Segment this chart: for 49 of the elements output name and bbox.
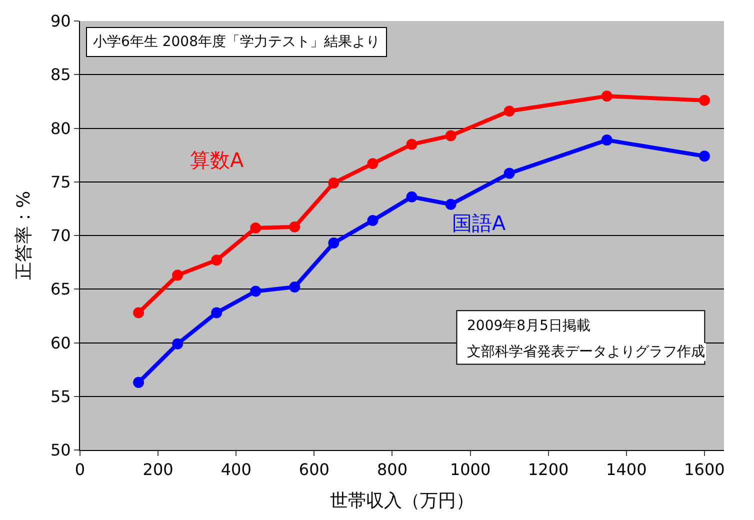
point xyxy=(504,168,515,179)
point xyxy=(328,177,340,188)
point xyxy=(698,94,710,106)
point xyxy=(445,198,456,210)
point xyxy=(211,254,222,266)
annotation: 小学6年生 2008年度「学力テスト」結果より xyxy=(93,34,380,50)
x-tick-label: 1200 xyxy=(528,460,569,480)
point xyxy=(698,150,710,162)
point xyxy=(250,222,262,234)
y-tick-label: 85 xyxy=(50,65,71,84)
point xyxy=(601,134,612,146)
y-tick-label: 55 xyxy=(50,386,71,406)
point xyxy=(250,286,262,297)
x-tick-label: 1000 xyxy=(450,460,491,480)
point xyxy=(172,338,184,350)
y-tick-label: 90 xyxy=(50,12,71,31)
x-tick-label: 1400 xyxy=(606,460,647,480)
x-axis-title: 世帯収入（万円） xyxy=(330,490,474,512)
y-tick-label: 75 xyxy=(50,172,71,192)
point xyxy=(406,138,418,150)
point xyxy=(601,90,612,102)
point xyxy=(445,130,456,142)
point xyxy=(172,270,184,281)
x-tick-label: 200 xyxy=(142,460,174,480)
point xyxy=(328,238,340,249)
point xyxy=(289,281,300,292)
text: 算数A xyxy=(190,148,244,172)
point xyxy=(289,221,300,232)
x-tick-label: 600 xyxy=(298,460,330,480)
y-tick-label: 50 xyxy=(50,440,71,460)
point xyxy=(211,307,222,318)
y-tick-label: 65 xyxy=(50,280,71,299)
annotation: 文部科学省発表データよりグラフ作成 xyxy=(467,344,705,360)
point xyxy=(367,214,378,226)
point xyxy=(504,106,515,117)
x-tick-label: 1600 xyxy=(684,460,725,480)
point xyxy=(133,376,144,388)
point xyxy=(133,307,144,318)
annotation: 2009年8月5日掲載 xyxy=(467,318,590,334)
series-label: 国語A xyxy=(452,211,506,235)
y-axis-title: 正答率：% xyxy=(14,190,35,280)
x-tick-label: 400 xyxy=(220,460,252,480)
x-tick-label: 800 xyxy=(376,460,408,480)
y-tick-label: 80 xyxy=(50,118,71,138)
point xyxy=(406,191,418,202)
x-tick-label: 0 xyxy=(74,460,86,480)
y-tick-label: 60 xyxy=(50,333,71,352)
point xyxy=(367,158,378,170)
y-tick-label: 70 xyxy=(50,226,71,246)
